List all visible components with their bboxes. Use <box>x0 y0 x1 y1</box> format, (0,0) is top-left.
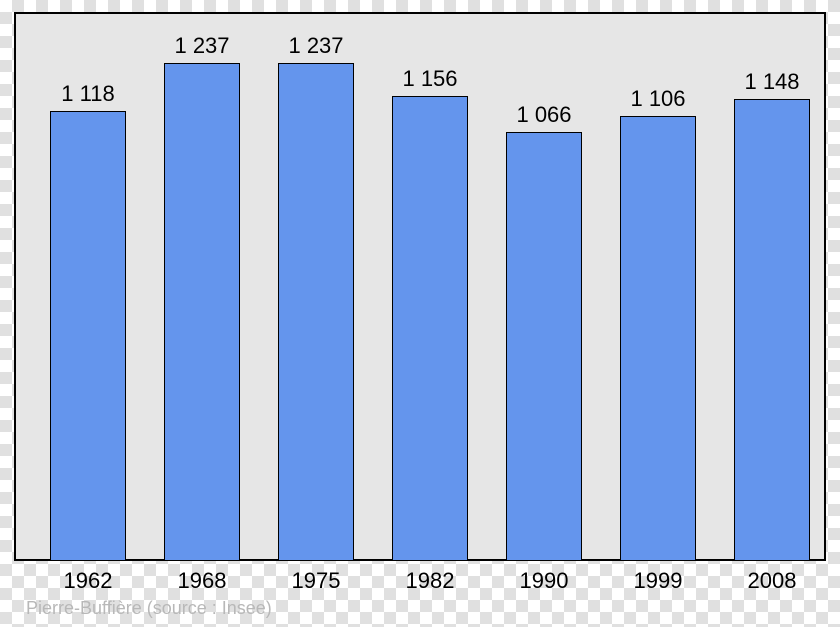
bar-value-label: 1 066 <box>516 102 571 128</box>
bar-value-label: 1 156 <box>402 66 457 92</box>
bar <box>620 116 696 561</box>
bar <box>164 63 240 561</box>
bar-value-label: 1 106 <box>630 86 685 112</box>
source-label: Pierre-Buffière (source : Insee) <box>26 598 272 619</box>
x-axis-label: 1968 <box>178 568 227 594</box>
bar-value-label: 1 118 <box>61 81 114 107</box>
bar <box>278 63 354 561</box>
bar <box>50 111 126 561</box>
bar <box>506 132 582 561</box>
bar-value-label: 1 148 <box>744 69 799 95</box>
x-axis-label: 1999 <box>634 568 683 594</box>
x-axis-label: 1982 <box>406 568 455 594</box>
x-axis-label: 1975 <box>292 568 341 594</box>
bar <box>734 99 810 561</box>
bar-value-label: 1 237 <box>288 33 343 59</box>
x-axis-label: 1990 <box>520 568 569 594</box>
bar-value-label: 1 237 <box>174 33 229 59</box>
x-axis-label: 2008 <box>748 568 797 594</box>
bar <box>392 96 468 561</box>
x-axis-label: 1962 <box>64 568 113 594</box>
